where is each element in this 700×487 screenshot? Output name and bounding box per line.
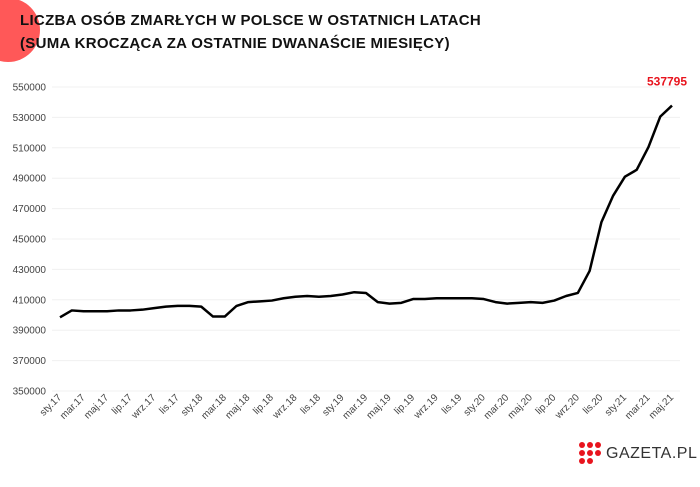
decoration [0, 0, 40, 62]
x-tick-label: lis.17 [158, 392, 183, 417]
data-label: 537795 [647, 75, 687, 89]
x-tick-label: maj.18 [223, 392, 252, 421]
chart-subtitle: (SUMA KROCZĄCA ZA OSTATNIE DWANAŚCIE MIE… [20, 34, 450, 52]
y-tick-label: 390000 [13, 326, 47, 337]
x-tick-label: lis.18 [299, 392, 324, 417]
brand: GAZETA.PL [606, 445, 697, 462]
x-tick-label: wrz.17 [129, 392, 159, 422]
x-tick-label: lis.20 [581, 392, 606, 417]
y-tick-label: 410000 [13, 295, 47, 306]
x-tick-label: wrz.19 [411, 392, 441, 422]
y-tick-label: 450000 [13, 235, 47, 246]
y-tick-label: 470000 [13, 204, 47, 215]
x-tick-label: mar.18 [199, 392, 229, 422]
chart-title: LICZBA OSÓB ZMARŁYCH W POLSCE W OSTATNIC… [20, 11, 481, 29]
logo [579, 442, 601, 464]
y-tick-label: 550000 [13, 83, 47, 94]
x-tick-label: mar.17 [58, 392, 88, 422]
x-tick-label: maj.17 [82, 392, 111, 421]
y-tick-label: 510000 [13, 143, 47, 154]
x-tick-label: maj.21 [647, 392, 676, 421]
x-tick-label: lis.19 [440, 392, 465, 417]
x-tick-label: maj.19 [365, 392, 394, 421]
y-tick-label: 430000 [13, 265, 47, 276]
y-tick-label: 490000 [13, 174, 47, 185]
y-tick-label: 370000 [13, 356, 47, 367]
y-tick-label: 350000 [13, 387, 47, 398]
x-tick-label: wrz.20 [553, 392, 583, 422]
x-tick-label: mar.19 [341, 392, 371, 422]
y-tick-label: 530000 [13, 113, 47, 124]
x-tick-label: mar.20 [482, 392, 512, 422]
x-tick-label: maj.20 [506, 392, 535, 421]
x-tick-label: wrz.18 [270, 392, 300, 422]
line [59, 104, 673, 319]
x-tick-label: mar.21 [623, 392, 653, 422]
